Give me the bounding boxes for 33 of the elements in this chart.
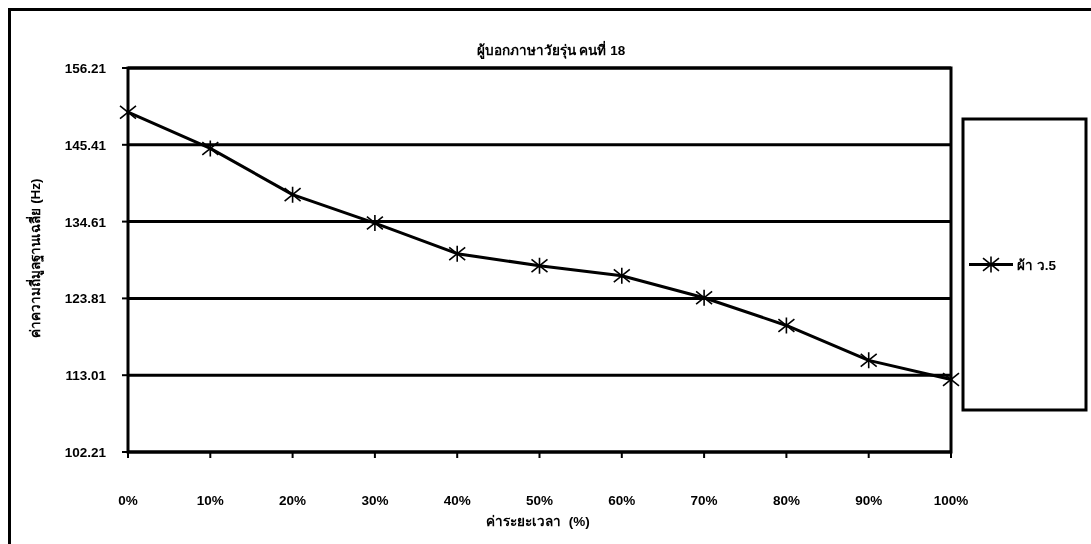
- point: [777, 316, 796, 335]
- x-tick-label: 80%: [772, 493, 800, 508]
- x-tick-label: 10%: [196, 493, 224, 508]
- point: [942, 370, 960, 389]
- y-tick-label: 156.21: [64, 61, 107, 76]
- point: [119, 103, 137, 121]
- x-tick-label: 40%: [443, 493, 471, 508]
- x-tick-label: 20%: [279, 493, 307, 508]
- point: [201, 139, 220, 158]
- point: [613, 266, 631, 285]
- y-tick-label: 102.21: [64, 445, 107, 460]
- x-axis-title: ค่าระยะเวลา (%): [486, 514, 590, 529]
- y-tick-label: 123.81: [64, 291, 107, 307]
- x-tick-label: 60%: [608, 493, 636, 508]
- y-axis-title: ค่าความถี่มูลฐานเฉลี่ย (Hz): [25, 178, 45, 338]
- point: [366, 214, 384, 232]
- legend: ผ้า ว.5: [961, 117, 1088, 412]
- point: [283, 185, 302, 204]
- x-tick-label: 100%: [933, 493, 969, 508]
- y-tick-label: 134.61: [64, 214, 107, 230]
- x-tick-label: 90%: [855, 493, 883, 508]
- x-tick-label: 30%: [361, 493, 389, 508]
- point: [695, 288, 713, 307]
- y-tick-label: 145.41: [64, 137, 107, 153]
- chart-title: ผู้บอกภาษาวัยรุ่น คนที่ 18: [476, 40, 626, 59]
- x-tick-label: 50%: [525, 493, 554, 508]
- x-tick-label: 0%: [118, 493, 138, 508]
- y-tick-label: 113.01: [65, 368, 107, 384]
- legend-label: ผ้า ว.5: [1017, 257, 1057, 273]
- point: [530, 256, 549, 275]
- point: [448, 244, 466, 263]
- point: [859, 351, 878, 370]
- x-tick-label: 70%: [690, 493, 718, 508]
